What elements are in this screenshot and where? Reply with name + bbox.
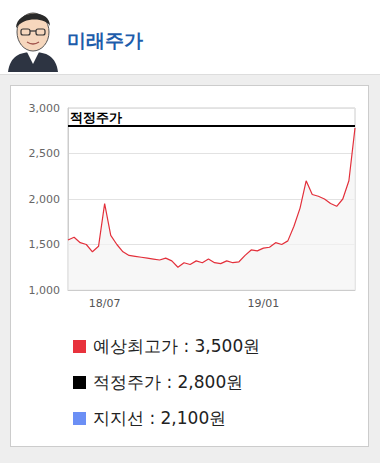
html-text:미래주가: 미래주가 <box>67 29 143 51</box>
svg-text:3,000: 3,000 <box>29 102 61 115</box>
svg-text:19/01: 19/01 <box>248 297 280 310</box>
svg-text:18/07: 18/07 <box>89 297 121 310</box>
svg-text:2,000: 2,000 <box>29 193 61 206</box>
svg-text:1,000: 1,000 <box>29 284 61 297</box>
html-text:예상최고가 : 3,500원: 예상최고가 : 3,500원 <box>93 336 261 356</box>
html-text:적정주가 : 2,800원: 적정주가 : 2,800원 <box>93 372 244 392</box>
html-text:지지선 : 2,100원: 지지선 : 2,100원 <box>93 408 227 428</box>
svg-text:1,500: 1,500 <box>29 238 61 251</box>
svg-text:2,500: 2,500 <box>29 147 61 160</box>
svg-text:적정주가: 적정주가 <box>70 110 122 125</box>
